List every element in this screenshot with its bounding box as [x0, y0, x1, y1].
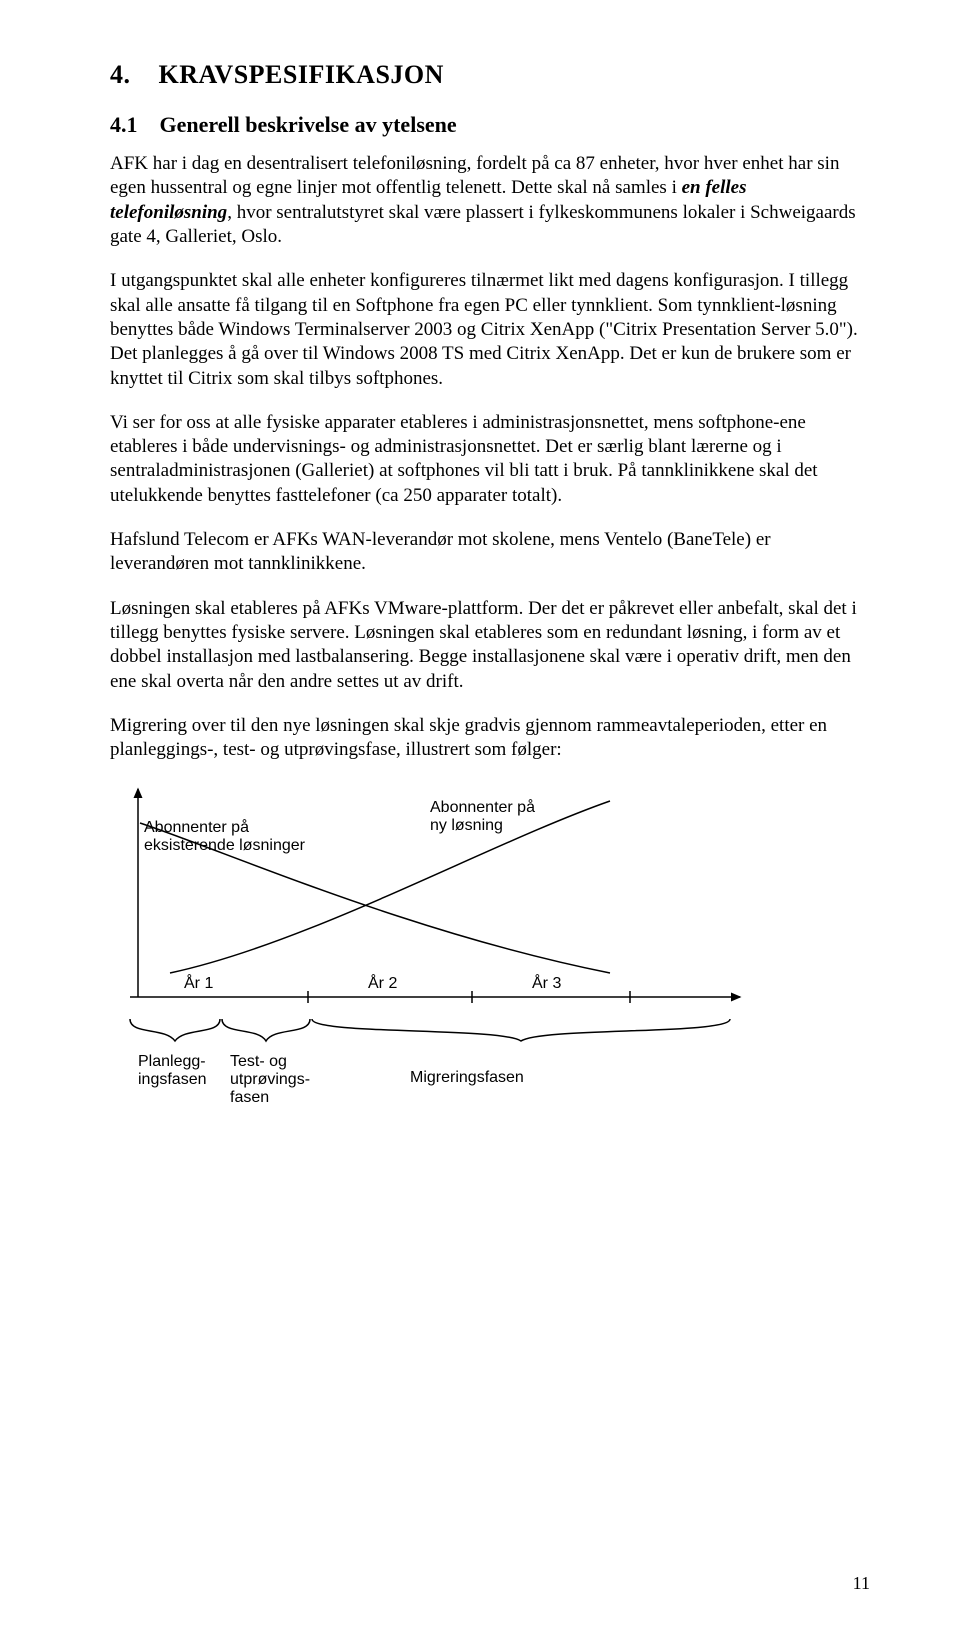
label-ar3: År 3: [532, 975, 561, 993]
label-abonnenter-ny: Abonnenter påny løsning: [430, 799, 580, 836]
subsection-title: Generell beskrivelse av ytelsene: [160, 112, 457, 137]
label-abonnenter-eksisterende: Abonnenter påeksisterende løsninger: [144, 819, 324, 856]
page-number: 11: [853, 1573, 870, 1594]
paragraph-4: Hafslund Telecom er AFKs WAN-leverandør …: [110, 528, 870, 577]
paragraph-6: Migrering over til den nye løsningen ska…: [110, 714, 870, 763]
label-planleggingsfasen: Planlegg-ingsfasen: [138, 1053, 228, 1090]
subsection-heading: 4.1 Generell beskrivelse av ytelsene: [110, 112, 870, 138]
migration-diagram: Abonnenter påeksisterende løsninger Abon…: [110, 783, 770, 1123]
label-migreringsfasen: Migreringsfasen: [410, 1069, 560, 1087]
paragraph-5: Løsningen skal etableres på AFKs VMware-…: [110, 597, 870, 694]
paragraph-2: I utgangspunktet skal alle enheter konfi…: [110, 269, 870, 391]
paragraph-1: AFK har i dag en desentralisert telefoni…: [110, 152, 870, 249]
subsection-number: 4.1: [110, 112, 138, 137]
label-ar1: År 1: [184, 975, 213, 993]
paragraph-3: Vi ser for oss at alle fysiske apparater…: [110, 411, 870, 508]
section-title: KRAVSPESIFIKASJON: [159, 60, 444, 89]
label-ar2: År 2: [368, 975, 397, 993]
document-page: 4. KRAVSPESIFIKASJON 4.1 Generell beskri…: [0, 0, 960, 1634]
label-test-utproving: Test- ogutprøvings-fasen: [230, 1053, 330, 1108]
section-heading: 4. KRAVSPESIFIKASJON: [110, 60, 870, 90]
section-number: 4.: [110, 60, 131, 89]
